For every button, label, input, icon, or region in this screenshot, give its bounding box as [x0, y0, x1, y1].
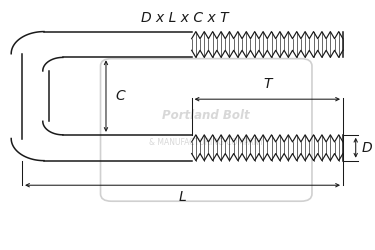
Text: D: D [361, 141, 372, 155]
Text: C: C [115, 89, 125, 103]
Text: D x L x C x T: D x L x C x T [141, 11, 228, 25]
Text: Portland Bolt: Portland Bolt [162, 109, 250, 122]
Text: L: L [178, 190, 186, 204]
Text: & MANUFACTURING COMPANY: & MANUFACTURING COMPANY [149, 138, 264, 147]
Text: T: T [263, 76, 272, 90]
